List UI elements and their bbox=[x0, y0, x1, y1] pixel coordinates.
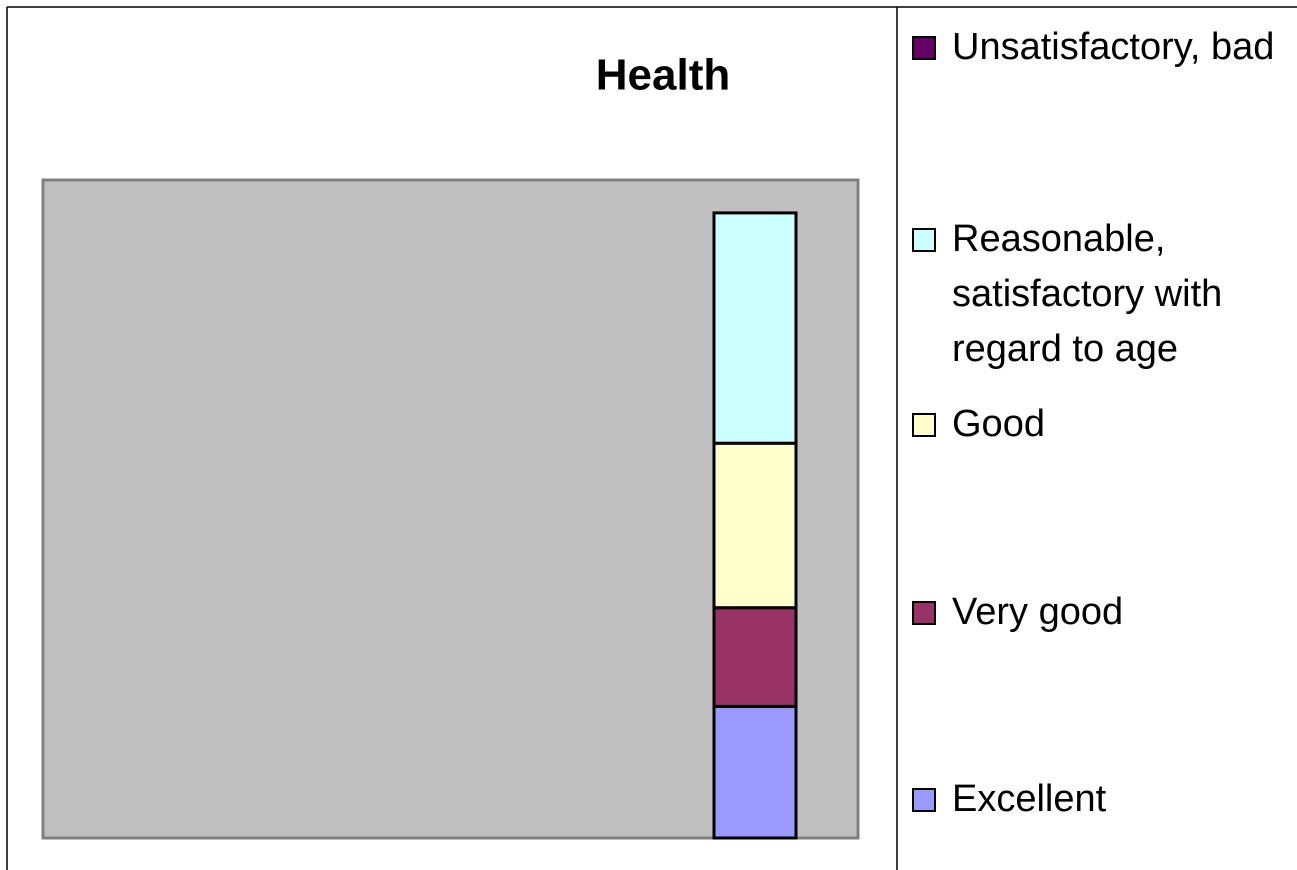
legend-swatch bbox=[912, 413, 936, 437]
legend-entry: Good bbox=[912, 397, 1292, 452]
legend-label: Very good bbox=[952, 591, 1124, 633]
legend-entry: Excellent bbox=[912, 772, 1292, 827]
legend-entry: Unsatisfactory, bad bbox=[912, 20, 1292, 75]
chart-title: Health bbox=[596, 51, 730, 100]
legend-entry: Very good bbox=[912, 585, 1292, 640]
bar-segment bbox=[712, 606, 798, 708]
legend-label: Unsatisfactory, bad bbox=[952, 26, 1275, 68]
legend-swatch bbox=[912, 36, 936, 60]
legend-swatch bbox=[912, 601, 936, 625]
legend-swatch bbox=[912, 788, 936, 812]
legend-label: Excellent bbox=[952, 778, 1107, 820]
bar-segment bbox=[712, 704, 798, 840]
legend-label: Reasonable, satisfactory with regard to … bbox=[952, 218, 1223, 370]
legend-entry: Reasonable, satisfactory with regard to … bbox=[912, 212, 1292, 377]
legend-swatch bbox=[912, 228, 936, 252]
bar-segment bbox=[712, 211, 798, 445]
bar-segment bbox=[712, 441, 798, 610]
legend-label: Good bbox=[952, 403, 1045, 445]
